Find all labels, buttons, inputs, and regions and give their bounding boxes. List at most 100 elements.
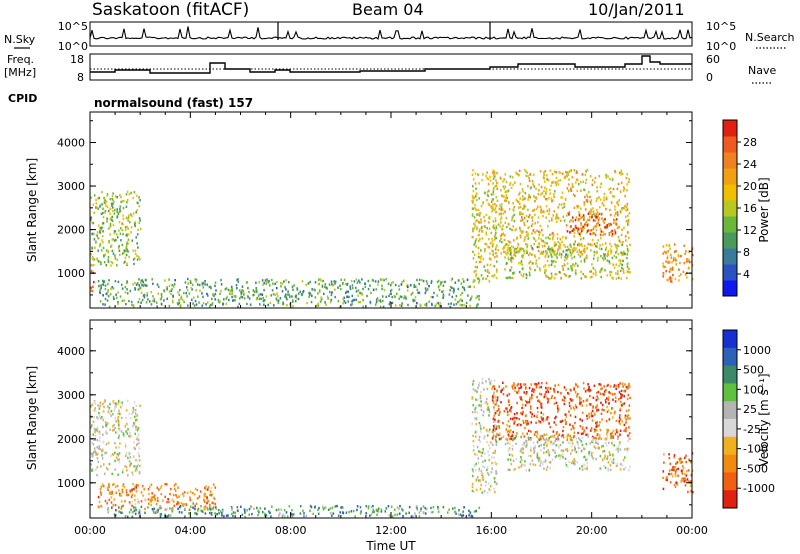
heatmap-cell — [554, 181, 556, 184]
heatmap-cell — [552, 260, 554, 263]
heatmap-cell — [604, 233, 606, 236]
heatmap-cell — [91, 455, 94, 458]
heatmap-cell — [562, 441, 564, 444]
heatmap-cell — [581, 465, 583, 468]
heatmap-cell — [538, 267, 541, 270]
heatmap-cell — [115, 491, 117, 494]
heatmap-cell — [494, 420, 497, 423]
heatmap-cell — [146, 294, 148, 297]
heatmap-cell — [560, 434, 563, 438]
heatmap-cell — [673, 483, 676, 487]
heatmap-cell — [344, 301, 347, 304]
heatmap-cell — [595, 425, 598, 428]
heatmap-cell — [115, 431, 117, 434]
heatmap-cell — [476, 226, 478, 229]
heatmap-cell — [580, 227, 582, 230]
heatmap-cell — [214, 298, 216, 301]
heatmap-cell — [100, 286, 102, 290]
heatmap-cell — [571, 216, 574, 219]
heatmap-cell — [533, 195, 535, 198]
heatmap-cell — [102, 215, 105, 219]
heatmap-cell — [362, 305, 364, 308]
heatmap-cell — [478, 281, 480, 284]
heatmap-cell — [488, 257, 491, 260]
heatmap-cell — [519, 396, 521, 399]
heatmap-cell — [595, 441, 597, 444]
heatmap-cell — [509, 251, 512, 254]
heatmap-cell — [197, 497, 199, 500]
heatmap-cell — [502, 232, 504, 235]
heatmap-cell — [580, 207, 582, 210]
heatmap-cell — [487, 269, 489, 272]
heatmap-cell — [580, 231, 582, 234]
heatmap-cell — [250, 505, 253, 509]
heatmap-cell — [598, 175, 601, 178]
heatmap-cell — [284, 295, 286, 298]
heatmap-cell — [479, 487, 482, 491]
heatmap-cell — [163, 289, 165, 292]
heatmap-cell — [596, 404, 598, 407]
heatmap-cell — [438, 284, 440, 287]
heatmap-cell — [567, 441, 570, 444]
heatmap-cell — [91, 289, 94, 293]
heatmap-cell — [171, 284, 174, 287]
heatmap-cell — [626, 256, 628, 260]
heatmap-cell — [612, 416, 614, 419]
heatmap-cell — [283, 509, 286, 512]
heatmap-cell — [538, 242, 541, 246]
heatmap-cell — [295, 297, 298, 300]
heatmap-cell — [483, 215, 485, 219]
heatmap-cell — [299, 290, 301, 293]
heatmap-cell — [572, 220, 574, 223]
heatmap-cell — [542, 214, 544, 218]
heatmap-cell — [275, 508, 278, 512]
heatmap-cell — [316, 304, 318, 307]
heatmap-cell — [583, 456, 585, 459]
heatmap-cell — [523, 251, 526, 255]
heatmap-cell — [207, 508, 209, 511]
heatmap-cell — [544, 186, 546, 189]
heatmap-cell — [598, 424, 600, 427]
heatmap-cell — [474, 224, 476, 227]
heatmap-cell — [615, 245, 617, 249]
heatmap-cell — [376, 297, 379, 300]
heatmap-cell — [396, 513, 399, 516]
heatmap-cell — [234, 299, 236, 302]
heatmap-cell — [129, 489, 131, 492]
heatmap-cell — [622, 268, 624, 271]
heatmap-cell — [171, 508, 174, 511]
heatmap-cell — [317, 512, 320, 515]
heatmap-cell — [132, 407, 135, 410]
heatmap-cell — [611, 435, 613, 438]
heatmap-cell — [503, 178, 505, 181]
heatmap-cell — [567, 212, 569, 215]
heatmap-cell — [95, 241, 97, 244]
heatmap-cell — [111, 238, 114, 241]
heatmap-cell — [559, 246, 561, 249]
heatmap-cell — [216, 513, 218, 516]
heatmap-cell — [461, 291, 464, 295]
heatmap-cell — [510, 437, 513, 441]
heatmap-cell — [608, 451, 611, 454]
heatmap-cell — [118, 446, 120, 449]
heatmap-cell — [603, 457, 606, 460]
heatmap-cell — [612, 429, 615, 433]
heatmap-cell — [173, 487, 176, 491]
heatmap-cell — [154, 499, 157, 502]
heatmap-cell — [129, 435, 131, 438]
heatmap-cell — [488, 216, 491, 219]
heatmap-cell — [555, 272, 558, 276]
heatmap-cell — [160, 293, 163, 296]
heatmap-cell — [546, 251, 548, 254]
heatmap-cell — [120, 239, 122, 242]
heatmap-cell — [491, 245, 494, 248]
heatmap-cell — [203, 495, 206, 498]
heatmap-cell — [564, 197, 567, 201]
heatmap-cell — [454, 281, 457, 284]
heatmap-cell — [556, 431, 558, 434]
heatmap-cell — [562, 456, 564, 459]
heatmap-cell — [116, 484, 119, 488]
heatmap-cell — [231, 295, 233, 299]
heatmap-cell — [350, 510, 353, 513]
heatmap-cell — [433, 291, 435, 295]
